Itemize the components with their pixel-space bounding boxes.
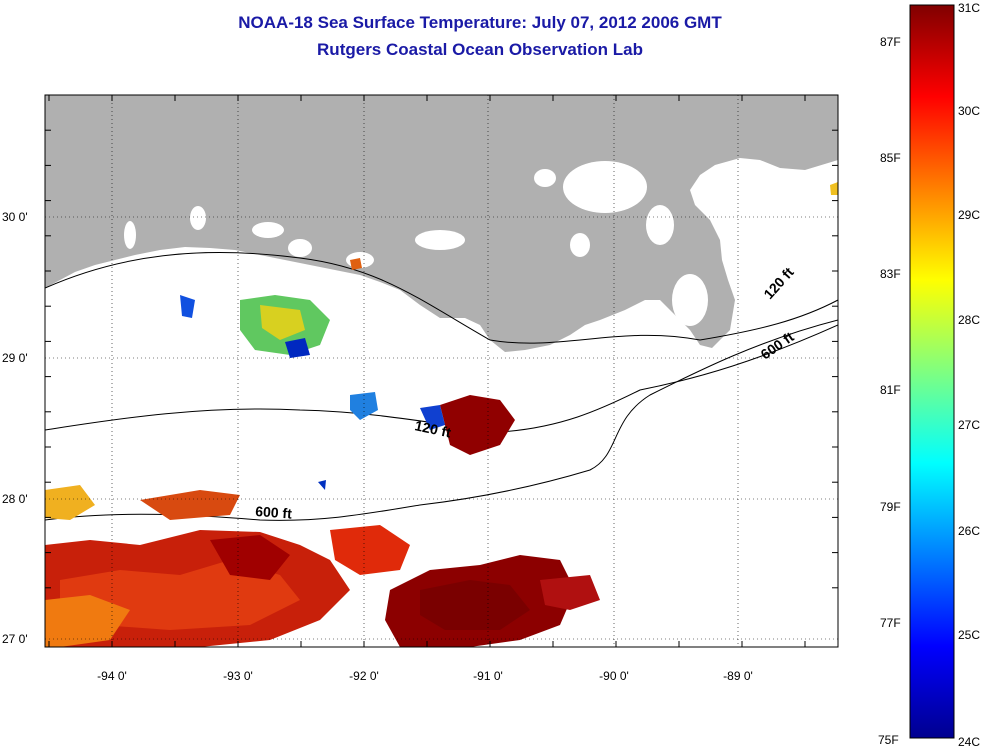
grid-lines xyxy=(45,95,838,647)
celsius-label: 30C xyxy=(958,104,980,118)
map-subtitle: Rutgers Coastal Ocean Observation Lab xyxy=(317,40,643,59)
fahrenheit-label: 79F xyxy=(880,500,901,514)
lake xyxy=(672,274,708,326)
fahrenheit-label: 77F xyxy=(880,616,901,630)
lon-tick-label: -91 0' xyxy=(473,669,503,683)
lon-tick-label: -92 0' xyxy=(349,669,379,683)
colorbar-fahrenheit-labels: 87F 85F 83F 81F 79F 77F 75F xyxy=(878,35,901,747)
lon-tick-label: -90 0' xyxy=(599,669,629,683)
lon-tick-labels: -94 0' -93 0' -92 0' -91 0' -90 0' -89 0… xyxy=(97,669,753,683)
lat-tick-labels: 30 0' 29 0' 28 0' 27 0' xyxy=(2,210,28,646)
celsius-label: 29C xyxy=(958,208,980,222)
fahrenheit-label: 87F xyxy=(880,35,901,49)
lat-tick-label: 29 0' xyxy=(2,351,28,365)
fahrenheit-label: 75F xyxy=(878,733,899,747)
lat-tick-label: 27 0' xyxy=(2,632,28,646)
lake xyxy=(415,230,465,250)
lake xyxy=(646,205,674,245)
lat-tick-label: 28 0' xyxy=(2,492,28,506)
celsius-label: 28C xyxy=(958,313,980,327)
coastline-120ft-contour xyxy=(45,251,838,344)
lake xyxy=(793,210,837,290)
lake xyxy=(570,233,590,257)
lake xyxy=(190,206,206,230)
fahrenheit-label: 85F xyxy=(880,151,901,165)
celsius-label: 27C xyxy=(958,418,980,432)
map-title: NOAA-18 Sea Surface Temperature: July 07… xyxy=(238,13,722,32)
celsius-label: 26C xyxy=(958,524,980,538)
colorbar xyxy=(909,4,955,739)
lon-tick-label: -94 0' xyxy=(97,669,127,683)
contour-line-120ft-offshore xyxy=(45,319,838,521)
lake xyxy=(288,239,312,257)
lat-tick-label: 30 0' xyxy=(2,210,28,224)
celsius-label: 31C xyxy=(958,1,980,15)
lon-tick-label: -93 0' xyxy=(223,669,253,683)
colorbar-celsius-labels: 31C 30C 29C 28C 27C 26C 25C 24C xyxy=(958,1,980,749)
map-border xyxy=(44,94,839,648)
lon-tick-label: -89 0' xyxy=(723,669,753,683)
fahrenheit-label: 81F xyxy=(880,383,901,397)
lake xyxy=(563,161,647,213)
lake xyxy=(534,169,556,187)
axis-ticks xyxy=(45,94,838,647)
sst-patches xyxy=(45,182,838,647)
lake xyxy=(124,221,136,249)
contour-label-120ft: 120 ft xyxy=(413,417,452,440)
fahrenheit-label: 83F xyxy=(880,267,901,281)
contour-label-600ft: 600 ft xyxy=(255,503,293,522)
land-mass xyxy=(45,95,838,352)
celsius-label: 25C xyxy=(958,628,980,642)
celsius-label: 24C xyxy=(958,735,980,749)
lake xyxy=(252,222,284,238)
